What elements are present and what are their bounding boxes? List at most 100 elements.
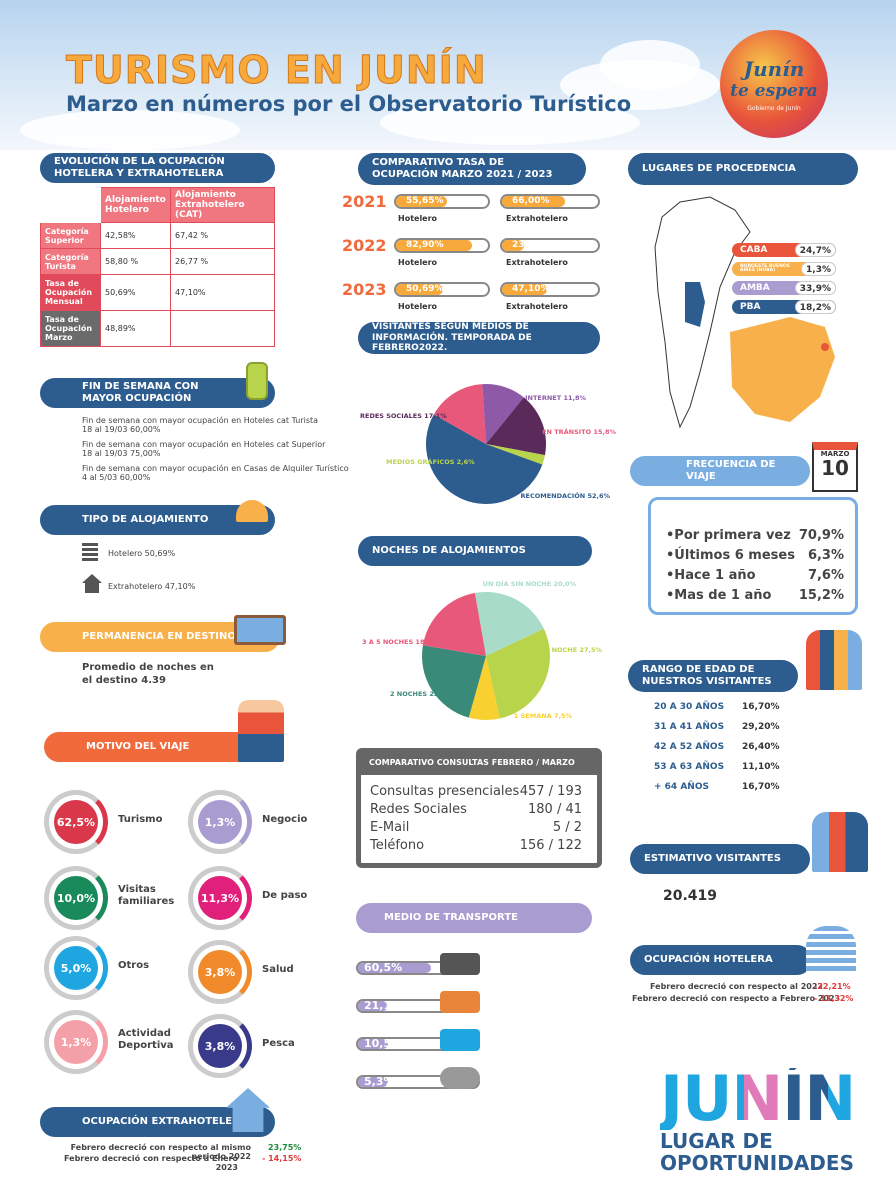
consult-value: 5 / 2: [552, 820, 582, 835]
section-title: FIN DE SEMANA CON MAYOR OCUPACIÓN: [82, 381, 199, 404]
house-icon: [82, 574, 102, 583]
reason-label: Turismo: [118, 814, 163, 825]
building-icon: [82, 543, 98, 561]
extra-rate-bar: 47,10%: [500, 282, 600, 297]
cell: 67,42 %: [170, 222, 275, 249]
consult-value: 180 / 41: [528, 802, 582, 817]
weekend-value: 18 al 19/03 75,00%: [82, 449, 161, 458]
pie-slice: [433, 384, 486, 444]
pie-slice: [486, 397, 546, 456]
reason-label: Visitas familiares: [118, 884, 175, 907]
section-title: TIPO DE ALOJAMIENTO: [82, 514, 209, 525]
argentina-map: [654, 196, 835, 429]
transport-header: MEDIO DE TRANSPORTE: [356, 903, 592, 933]
section-title: COMPARATIVO TASA DE OCUPACIÓN MARZO 2021…: [372, 157, 553, 180]
table-row: Categoría Superior 42,58% 67,42 %: [40, 222, 275, 249]
extra-rate-bar: 66,00%: [500, 194, 600, 209]
pie-slice: [486, 628, 550, 719]
row-label: Categoría Turista: [40, 248, 101, 275]
pie-slice: [422, 645, 486, 718]
origin-value: 1,3%: [801, 262, 836, 276]
stay-text: Promedio de noches en el destino 4.39: [82, 661, 214, 687]
junin-te-espera-badge: Junín te espera Gobierno de Junín: [720, 30, 828, 138]
house-icon-body: [85, 583, 99, 593]
badge-subtitle: te espera: [730, 80, 818, 101]
cell: 58,80 %: [100, 248, 171, 275]
nights-pie-chart: UN DÍA SIN NOCHE 20,0% 1 NOCHE 27,5% 1 SEM…: [362, 579, 603, 720]
frequency-label: •Últimos 6 meses: [666, 548, 795, 563]
age-label: 42 A 52 AÑOS: [654, 742, 725, 752]
cell: 42,58%: [100, 222, 171, 249]
frequency-header: FRECUENCIA DE VIAJE: [630, 456, 810, 486]
logo-line1: LUGAR DE: [660, 1129, 773, 1153]
cloud: [600, 40, 700, 90]
hotel-label: Hotelero: [398, 214, 438, 223]
reason-ring: 62,5%: [44, 790, 108, 854]
age-value: 11,10%: [742, 762, 780, 772]
origin-value: 33,9%: [794, 281, 836, 295]
pie-slice: [426, 414, 543, 504]
age-value: 16,70%: [742, 782, 780, 792]
pie-slice: [486, 444, 545, 465]
page-title: TURISMO EN JUNÍN: [66, 48, 487, 93]
reason-label: Pesca: [262, 1038, 295, 1049]
origin-item: CABA 24,7%: [732, 243, 836, 257]
frequency-label: •Por primera vez: [666, 528, 791, 543]
weekend-line: Fin de semana con mayor ocupación en Cas…: [82, 464, 349, 473]
origin-value: 18,2%: [794, 300, 836, 314]
bar-fill: 10,5%: [358, 1038, 402, 1049]
extra-rate-bar: 23,35%: [500, 238, 600, 253]
year-label: 2022: [342, 236, 387, 255]
consult-value: 457 / 193: [519, 784, 582, 799]
hotel-rate-bar: 50,69%: [394, 282, 490, 297]
hotel-change-line: Febrero decreció con respecto a Febrero …: [632, 994, 841, 1003]
cell: [170, 310, 275, 347]
pie-label: 1 NOCHE 27,5%: [545, 646, 603, 654]
bus-icon: [440, 1029, 480, 1051]
reason-ring: 11,3%: [188, 866, 252, 930]
badge-title: Junín: [743, 56, 805, 81]
pie-slice: [482, 384, 524, 444]
suitcase-icon: [246, 362, 268, 400]
lodging-type-header: TIPO DE ALOJAMIENTO: [40, 505, 275, 535]
reason-label: De paso: [262, 890, 308, 901]
extra-line: Febrero decreció con respecto al mismo p…: [70, 1143, 251, 1161]
pie-label: UN DÍA SIN NOCHE 20,0%: [483, 579, 577, 588]
reason-label: Salud: [262, 964, 294, 975]
stay-text-line: el destino 4.39: [82, 675, 166, 686]
section-title: OCUPACIÓN HOTELERA: [644, 954, 773, 965]
origin-label: CABA: [740, 245, 768, 255]
origin-item: AMBA 33,9%: [732, 281, 836, 295]
cell: 48,89%: [100, 310, 171, 347]
reason-ring: 1,3%: [188, 790, 252, 854]
reason-label: Negocio: [262, 814, 308, 825]
origin-item: NOROESTE BUENOS AIRES (NOBA) 1,3%: [732, 262, 836, 276]
pie-label: 2 NOCHES 22,5%: [390, 690, 452, 698]
estimate-value: 20.419: [663, 888, 718, 904]
weekend-line: Fin de semana con mayor ocupación en Hot…: [82, 440, 326, 449]
page-subtitle: Marzo en números por el Observatorio Tur…: [66, 92, 632, 116]
frequency-label: •Mas de 1 año: [666, 588, 772, 603]
reason-value: 3,8%: [198, 1024, 242, 1068]
reason-value: 3,8%: [198, 950, 242, 994]
row-label: Categoría Superior: [40, 222, 101, 249]
cell: 47,10%: [170, 274, 275, 311]
bar-fill: 66,00%: [502, 196, 566, 207]
col-header-hotel: Alojamiento Hotelero: [100, 187, 171, 223]
comparative-header: COMPARATIVO TASA DE OCUPACIÓN MARZO 2021…: [358, 153, 586, 185]
reason-label: Actividad Deportiva: [118, 1028, 174, 1051]
reason-value: 1,3%: [198, 800, 242, 844]
bar-fill: 50,69%: [396, 284, 444, 295]
reason-value: 11,3%: [198, 876, 242, 920]
table-header-row: Alojamiento Hotelero Alojamiento Extraho…: [40, 187, 275, 223]
age-label: 53 A 63 AÑOS: [654, 762, 725, 772]
hotel-rate-bar: 82,90%: [394, 238, 490, 253]
bar-fill: 5,3%: [358, 1076, 395, 1087]
junin-logo: JUNÍN LUGAR DE OPORTUNIDADES: [660, 1068, 870, 1175]
consult-label: Redes Sociales: [370, 802, 467, 817]
pie-label: 1 SEMANA 7,5%: [514, 712, 573, 720]
extra-label: Extrahotelero: [506, 258, 568, 267]
origin-item: PBA 18,2%: [732, 300, 836, 314]
pie-label: INTERNET 11,8%: [525, 394, 586, 402]
bar-fill: 82,90%: [396, 240, 473, 251]
